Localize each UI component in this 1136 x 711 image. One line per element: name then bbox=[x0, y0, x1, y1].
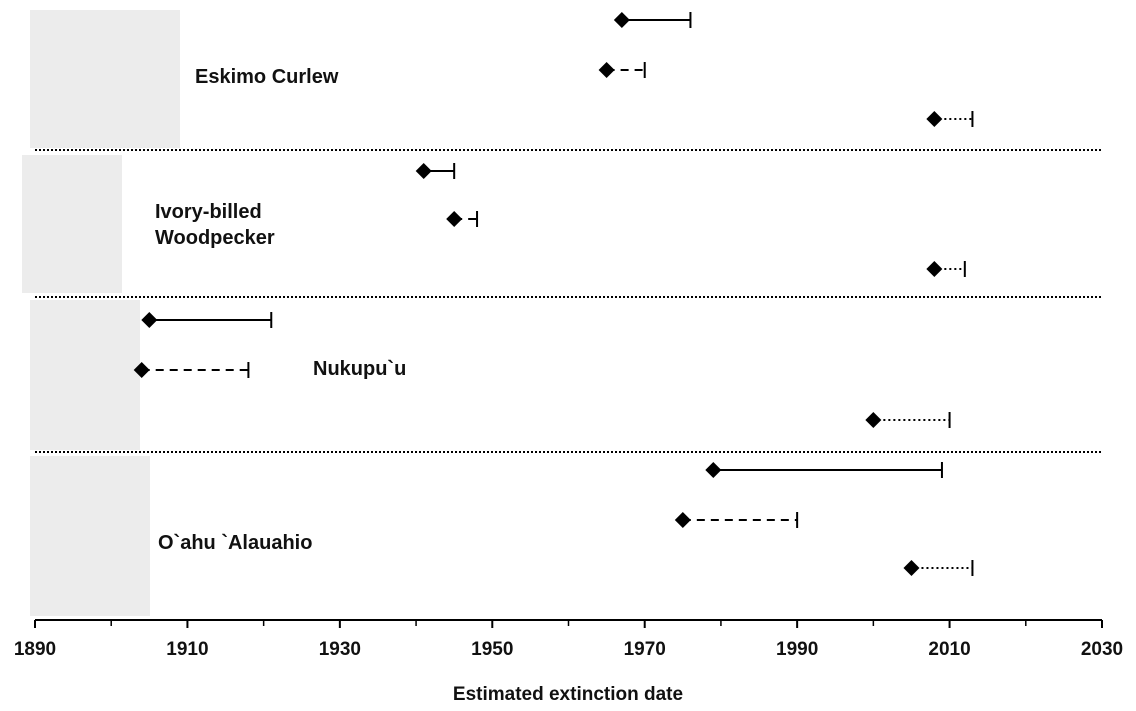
x-axis-title: Estimated extinction date bbox=[453, 684, 683, 705]
estimate-marker bbox=[133, 362, 150, 378]
estimate-marker bbox=[446, 211, 463, 227]
x-tick-label: 1990 bbox=[776, 639, 818, 660]
x-tick-label: 1950 bbox=[471, 639, 513, 660]
species-label: Eskimo Curlew bbox=[195, 66, 339, 88]
bird-illustration bbox=[22, 155, 122, 293]
estimate-marker bbox=[674, 512, 691, 528]
species-label: O`ahu `Alauahio bbox=[158, 532, 313, 554]
estimate-marker bbox=[865, 412, 882, 428]
estimate-marker bbox=[705, 462, 722, 478]
estimate-marker bbox=[926, 261, 943, 277]
bird-illustration bbox=[30, 10, 180, 148]
x-tick-label: 1910 bbox=[166, 639, 208, 660]
bird-illustration bbox=[30, 300, 140, 450]
x-tick-label: 2030 bbox=[1081, 639, 1123, 660]
estimate-marker bbox=[613, 12, 630, 28]
estimate-marker bbox=[926, 111, 943, 127]
estimate-marker bbox=[903, 560, 920, 576]
x-tick-label: 1970 bbox=[624, 639, 666, 660]
species-label: Nukupu`u bbox=[313, 358, 407, 380]
estimate-marker bbox=[415, 163, 432, 179]
x-tick-label: 1930 bbox=[319, 639, 361, 660]
species-label: Ivory-billed Woodpecker bbox=[155, 201, 275, 249]
x-tick-label: 1890 bbox=[14, 639, 56, 660]
estimate-marker bbox=[141, 312, 158, 328]
x-tick-label: 2010 bbox=[928, 639, 970, 660]
estimate-marker bbox=[598, 62, 615, 78]
bird-illustration bbox=[30, 456, 150, 616]
